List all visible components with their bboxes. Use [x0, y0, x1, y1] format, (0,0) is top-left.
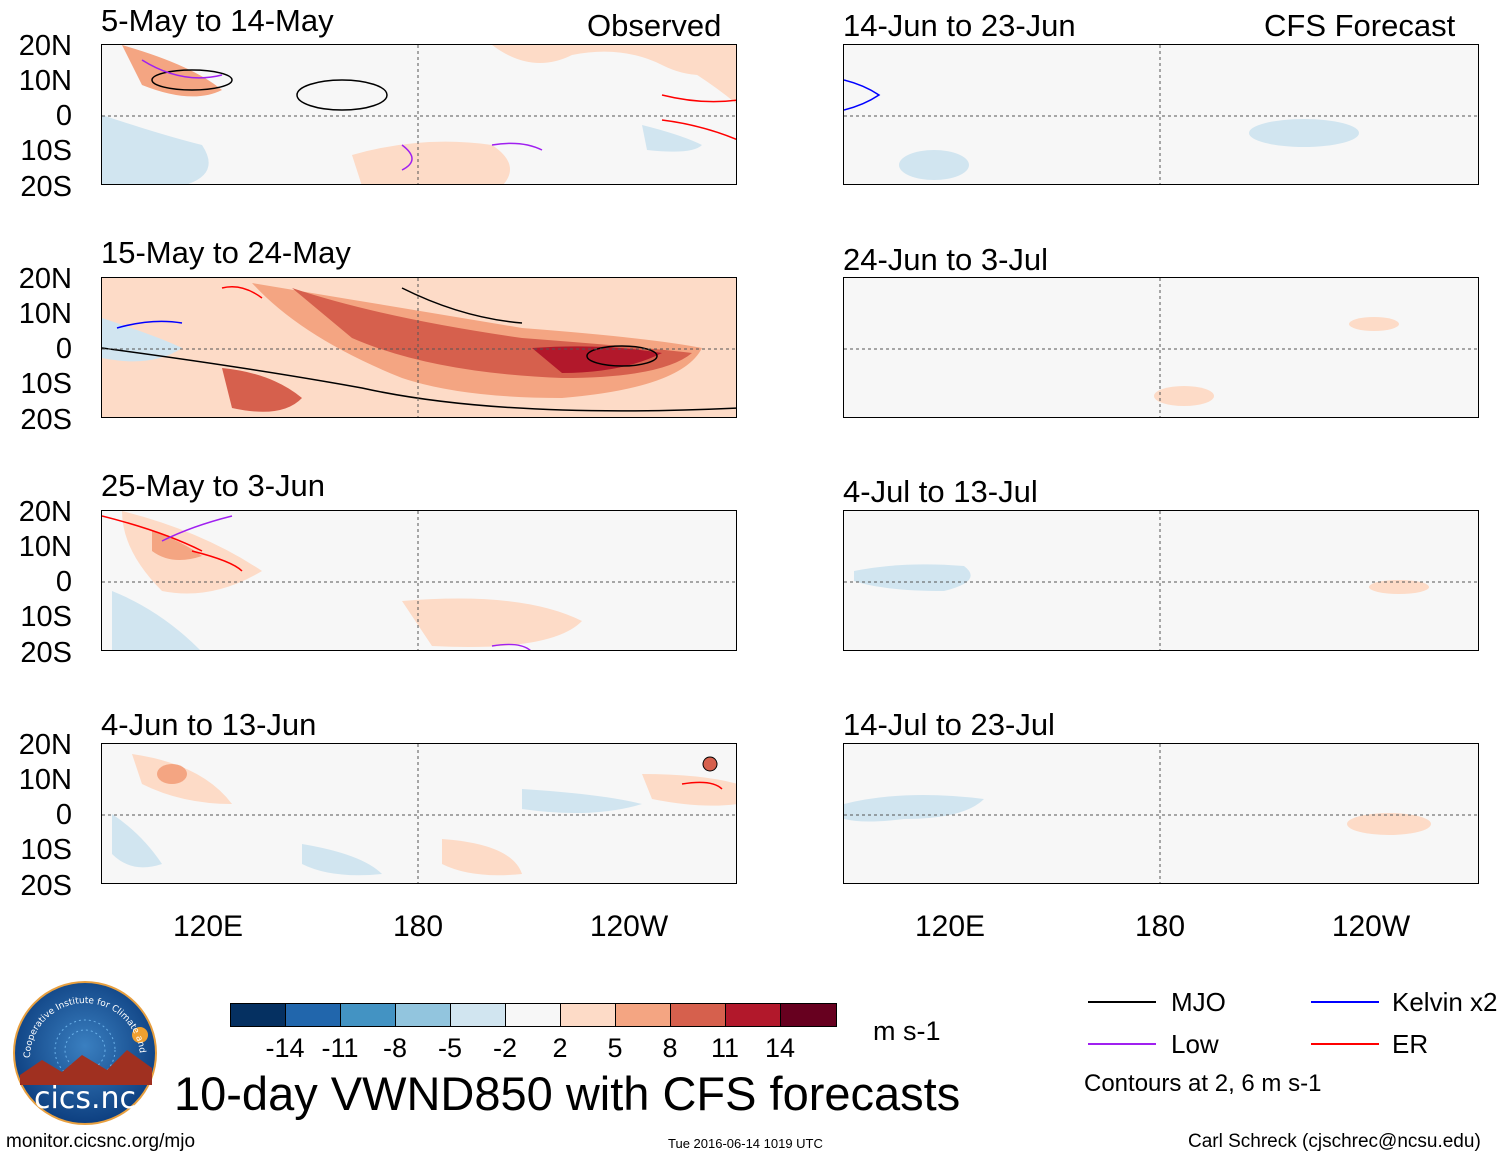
y-tick-20s-2: 20S	[20, 404, 72, 436]
panel-forecast-4	[843, 743, 1479, 884]
y-tick-0-3: 0	[55, 566, 72, 598]
y-tick-20n-3: 20N	[18, 496, 72, 528]
x-tick-120e-left: 120E	[172, 910, 244, 943]
y-tick-10n-1: 10N	[18, 65, 72, 97]
y-tick-10n-2: 10N	[18, 298, 72, 330]
y-tick-10s-1: 10S	[20, 135, 72, 167]
y-tick-10s-2: 10S	[20, 368, 72, 400]
y-tick-20s-4: 20S	[20, 870, 72, 902]
y-tick-20s-3: 20S	[20, 637, 72, 669]
colorbar-units: m s-1	[873, 1016, 941, 1046]
colorbar-swatch	[396, 1004, 451, 1026]
legend-kelvin-label: Kelvin x2	[1392, 987, 1498, 1017]
panel-title-8: 14-Jul to 23-Jul	[843, 707, 1055, 742]
panel-observed-2	[101, 277, 737, 418]
cics-logo-graphic: Cooperative Institute for Climate and Sa…	[9, 973, 157, 1125]
map-observed-3	[102, 511, 736, 650]
colorbar-swatch	[506, 1004, 561, 1026]
y-tick-20n-2: 20N	[18, 263, 72, 295]
colorbar-swatch	[231, 1004, 286, 1026]
y-tick-20s-1: 20S	[20, 171, 72, 203]
x-tick-120w-right: 120W	[1331, 910, 1411, 943]
x-tick-180-right: 180	[1134, 910, 1186, 943]
y-tick-10n-4: 10N	[18, 764, 72, 796]
panel-forecast-2	[843, 277, 1479, 418]
colorbar-label: 2	[552, 1033, 568, 1063]
footer-url: monitor.cicsnc.org/mjo	[6, 1131, 196, 1152]
y-tick-10n-3: 10N	[18, 531, 72, 563]
y-tick-0-1: 0	[55, 100, 72, 132]
panel-title-1: 5-May to 14-May	[101, 3, 334, 38]
panel-forecast-1	[843, 44, 1479, 185]
forecast-label: CFS Forecast	[1264, 8, 1456, 43]
y-tick-0-2: 0	[55, 333, 72, 365]
main-title: 10-day VWND850 with CFS forecasts	[174, 1067, 961, 1120]
legend-mjo-label: MJO	[1171, 987, 1226, 1017]
legend-mjo-line	[1088, 1001, 1156, 1003]
panel-title-6: 24-Jun to 3-Jul	[843, 242, 1049, 277]
legend-kelvin-line	[1311, 1001, 1379, 1003]
panel-observed-3	[101, 510, 737, 651]
map-forecast-4	[844, 744, 1478, 883]
y-tick-0-4: 0	[55, 799, 72, 831]
colorbar-label: -2	[492, 1033, 517, 1063]
colorbar-swatch	[341, 1004, 396, 1026]
colorbar-swatch	[561, 1004, 616, 1026]
panel-title-3: 25-May to 3-Jun	[101, 468, 325, 503]
legend-contours-note: Contours at 2, 6 m s-1	[1084, 1070, 1322, 1097]
panel-title-7: 4-Jul to 13-Jul	[843, 474, 1038, 509]
colorbar-swatch	[726, 1004, 781, 1026]
colorbar-label: -5	[437, 1033, 462, 1063]
legend-low-line	[1088, 1043, 1156, 1045]
colorbar	[230, 1003, 837, 1027]
map-observed-2	[102, 278, 736, 417]
legend-er-line	[1311, 1043, 1379, 1045]
y-tick-20n-1: 20N	[18, 30, 72, 62]
x-tick-120e-right: 120E	[914, 910, 986, 943]
colorbar-label: 5	[607, 1033, 623, 1063]
observed-label: Observed	[587, 8, 722, 43]
panel-title-5: 14-Jun to 23-Jun	[843, 8, 1076, 43]
map-forecast-3	[844, 511, 1478, 650]
y-tick-10s-4: 10S	[20, 834, 72, 866]
legend-er-label: ER	[1392, 1029, 1429, 1059]
x-tick-180-left: 180	[392, 910, 444, 943]
colorbar-label: 14	[764, 1033, 796, 1063]
colorbar-swatch	[286, 1004, 341, 1026]
map-forecast-1	[844, 45, 1478, 184]
map-forecast-2	[844, 278, 1478, 417]
logo-text: cics.nc	[34, 1081, 136, 1116]
footer-timestamp: Tue 2016-06-14 1019 UTC	[668, 1136, 823, 1151]
x-tick-120w-left: 120W	[589, 910, 669, 943]
cics-logo: Cooperative Institute for Climate and Sa…	[9, 973, 158, 1126]
colorbar-swatch	[781, 1004, 836, 1026]
panel-title-2: 15-May to 24-May	[101, 235, 351, 270]
y-tick-10s-3: 10S	[20, 601, 72, 633]
colorbar-label: -11	[321, 1033, 359, 1063]
colorbar-label: 8	[662, 1033, 678, 1063]
y-tick-20n-4: 20N	[18, 729, 72, 761]
panel-observed-4	[101, 743, 737, 884]
colorbar-label: -8	[382, 1033, 407, 1063]
colorbar-swatch	[451, 1004, 506, 1026]
colorbar-swatch	[671, 1004, 726, 1026]
footer-author: Carl Schreck (cjschrec@ncsu.edu)	[1188, 1131, 1481, 1152]
panel-forecast-3	[843, 510, 1479, 651]
map-observed-1	[102, 45, 736, 184]
colorbar-label: 11	[710, 1033, 740, 1063]
panel-title-4: 4-Jun to 13-Jun	[101, 707, 317, 742]
panel-observed-1	[101, 44, 737, 185]
colorbar-swatch	[616, 1004, 671, 1026]
colorbar-label: -14	[265, 1033, 305, 1063]
map-observed-4	[102, 744, 736, 883]
legend-low-label: Low	[1171, 1029, 1219, 1059]
